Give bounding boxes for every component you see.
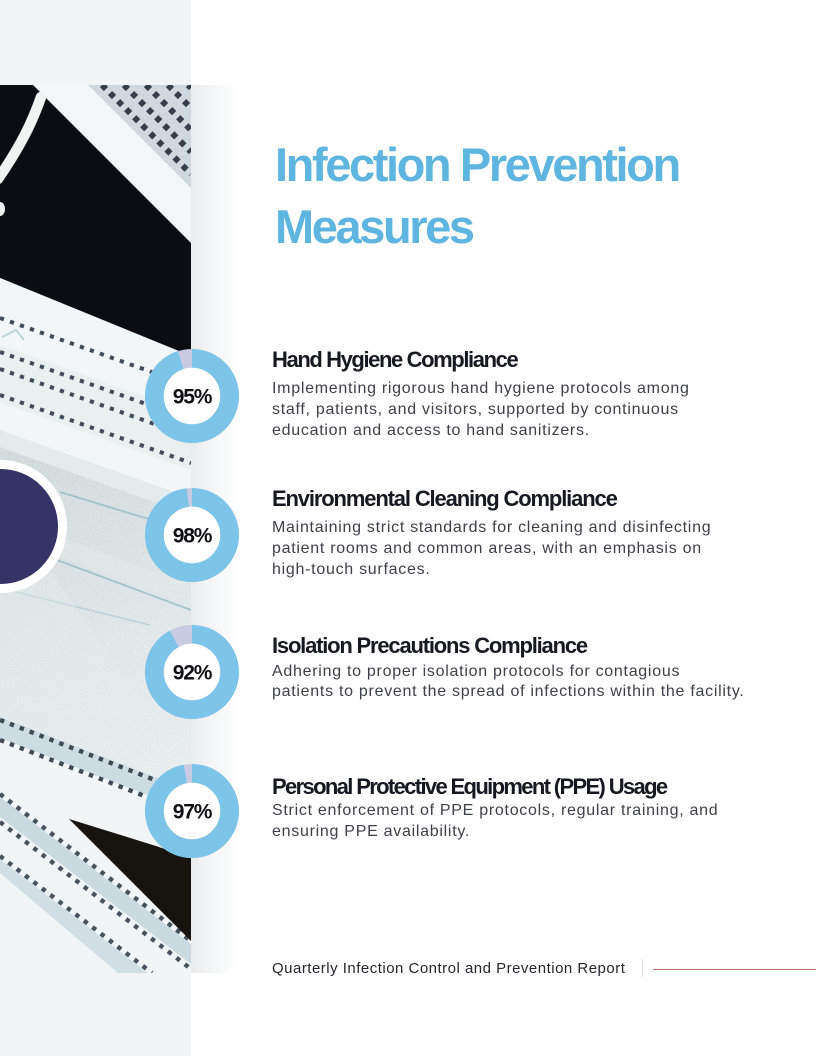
svg-text:92%: 92%: [173, 662, 213, 685]
svg-text:95%: 95%: [173, 386, 213, 409]
svg-text:98%: 98%: [173, 525, 213, 548]
svg-text:97%: 97%: [173, 801, 213, 824]
